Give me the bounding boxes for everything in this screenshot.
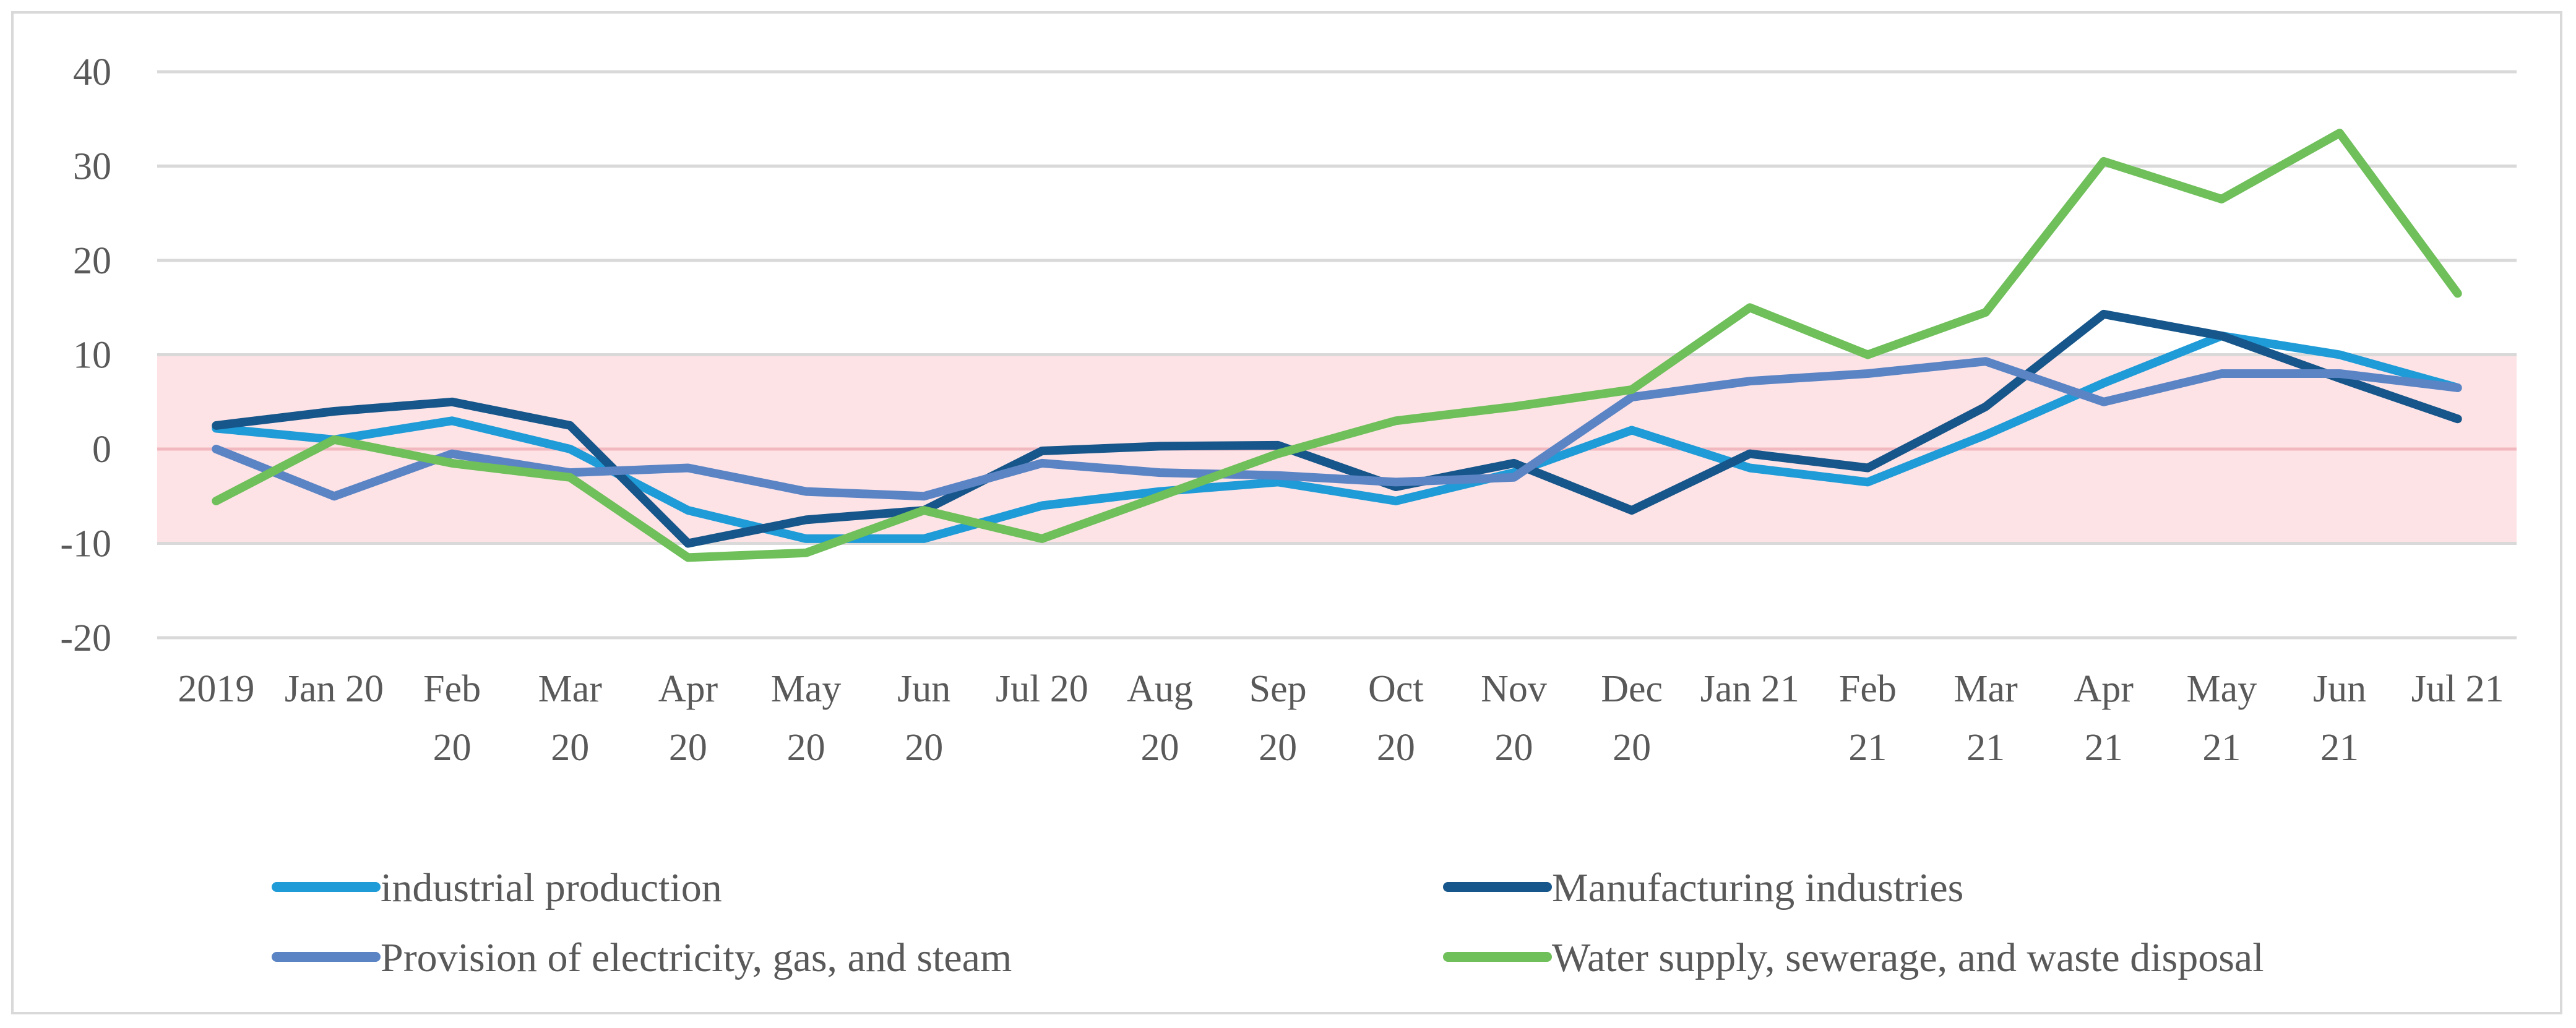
x-tick-label: 21: [1848, 727, 1887, 769]
x-tick-label: Jan 20: [285, 668, 384, 710]
y-tick-label: -10: [60, 523, 111, 565]
x-tick-label: 21: [2202, 727, 2241, 769]
x-tick-label: 20: [551, 727, 589, 769]
series-line: [212, 129, 2462, 562]
y-axis-ticks: -20 -10 0 10 20 30 40: [60, 51, 111, 659]
x-tick-label: 20: [433, 727, 472, 769]
x-tick-label: Jan 21: [1700, 668, 1799, 710]
gridlines: [157, 70, 2517, 640]
x-tick-label: Dec: [1601, 668, 1663, 710]
series-line: [212, 309, 2462, 548]
legend-label: Provision of electricity, gas, and steam: [381, 935, 1012, 980]
legend: industrial production Manufacturing indus…: [272, 865, 2264, 980]
x-tick-label: Jul 20: [996, 668, 1088, 710]
x-tick-label: 20: [1613, 727, 1651, 769]
x-axis-ticks: 2019 Jan 20 Feb 20 Mar 20 Apr 20 May 20 Jun 20 Jul 2…: [178, 668, 2504, 769]
y-tick-label: 30: [73, 146, 111, 188]
x-tick-label: 20: [905, 727, 943, 769]
x-tick-label: 21: [2085, 727, 2123, 769]
legend-label: Water supply, sewerage, and waste dispos…: [1552, 935, 2264, 980]
chart-frame: -20 -10 0 10 20 30 40 2019 Jan 20 Feb 20 Mar 20 Apr 2…: [11, 11, 2562, 1014]
x-tick-label: Jul 21: [2411, 668, 2504, 710]
y-tick-label: 40: [73, 51, 111, 93]
x-tick-label: Jun: [2313, 668, 2366, 710]
y-tick-label: 10: [73, 335, 111, 377]
x-tick-label: 20: [1259, 727, 1297, 769]
x-tick-label: 20: [669, 727, 707, 769]
x-tick-label: Nov: [1481, 668, 1547, 710]
x-tick-label: 21: [1966, 727, 2005, 769]
x-tick-label: 2019: [178, 668, 254, 710]
x-tick-label: Sep: [1249, 668, 1307, 710]
y-tick-label: -20: [60, 617, 111, 659]
x-tick-label: 20: [1377, 727, 1415, 769]
x-tick-label: Aug: [1127, 668, 1193, 710]
legend-label: industrial production: [381, 865, 722, 910]
x-tick-label: Feb: [423, 668, 481, 710]
x-tick-label: 20: [1494, 727, 1533, 769]
x-tick-label: May: [771, 668, 842, 710]
x-tick-label: 20: [787, 727, 825, 769]
x-tick-label: Feb: [1839, 668, 1897, 710]
x-tick-label: Mar: [538, 668, 603, 710]
x-tick-label: Mar: [1954, 668, 2018, 710]
x-tick-label: Oct: [1368, 668, 1424, 710]
series-line: [212, 357, 2462, 501]
x-tick-label: May: [2187, 668, 2257, 710]
x-tick-label: 20: [1141, 727, 1179, 769]
y-tick-label: 0: [92, 429, 111, 471]
x-tick-label: Apr: [2074, 668, 2134, 710]
x-tick-label: 21: [2320, 727, 2359, 769]
y-tick-label: 20: [73, 240, 111, 282]
x-tick-label: Apr: [658, 668, 718, 710]
x-tick-label: Jun: [897, 668, 950, 710]
legend-label: Manufacturing industries: [1552, 865, 1963, 910]
series-lines: [212, 129, 2462, 562]
